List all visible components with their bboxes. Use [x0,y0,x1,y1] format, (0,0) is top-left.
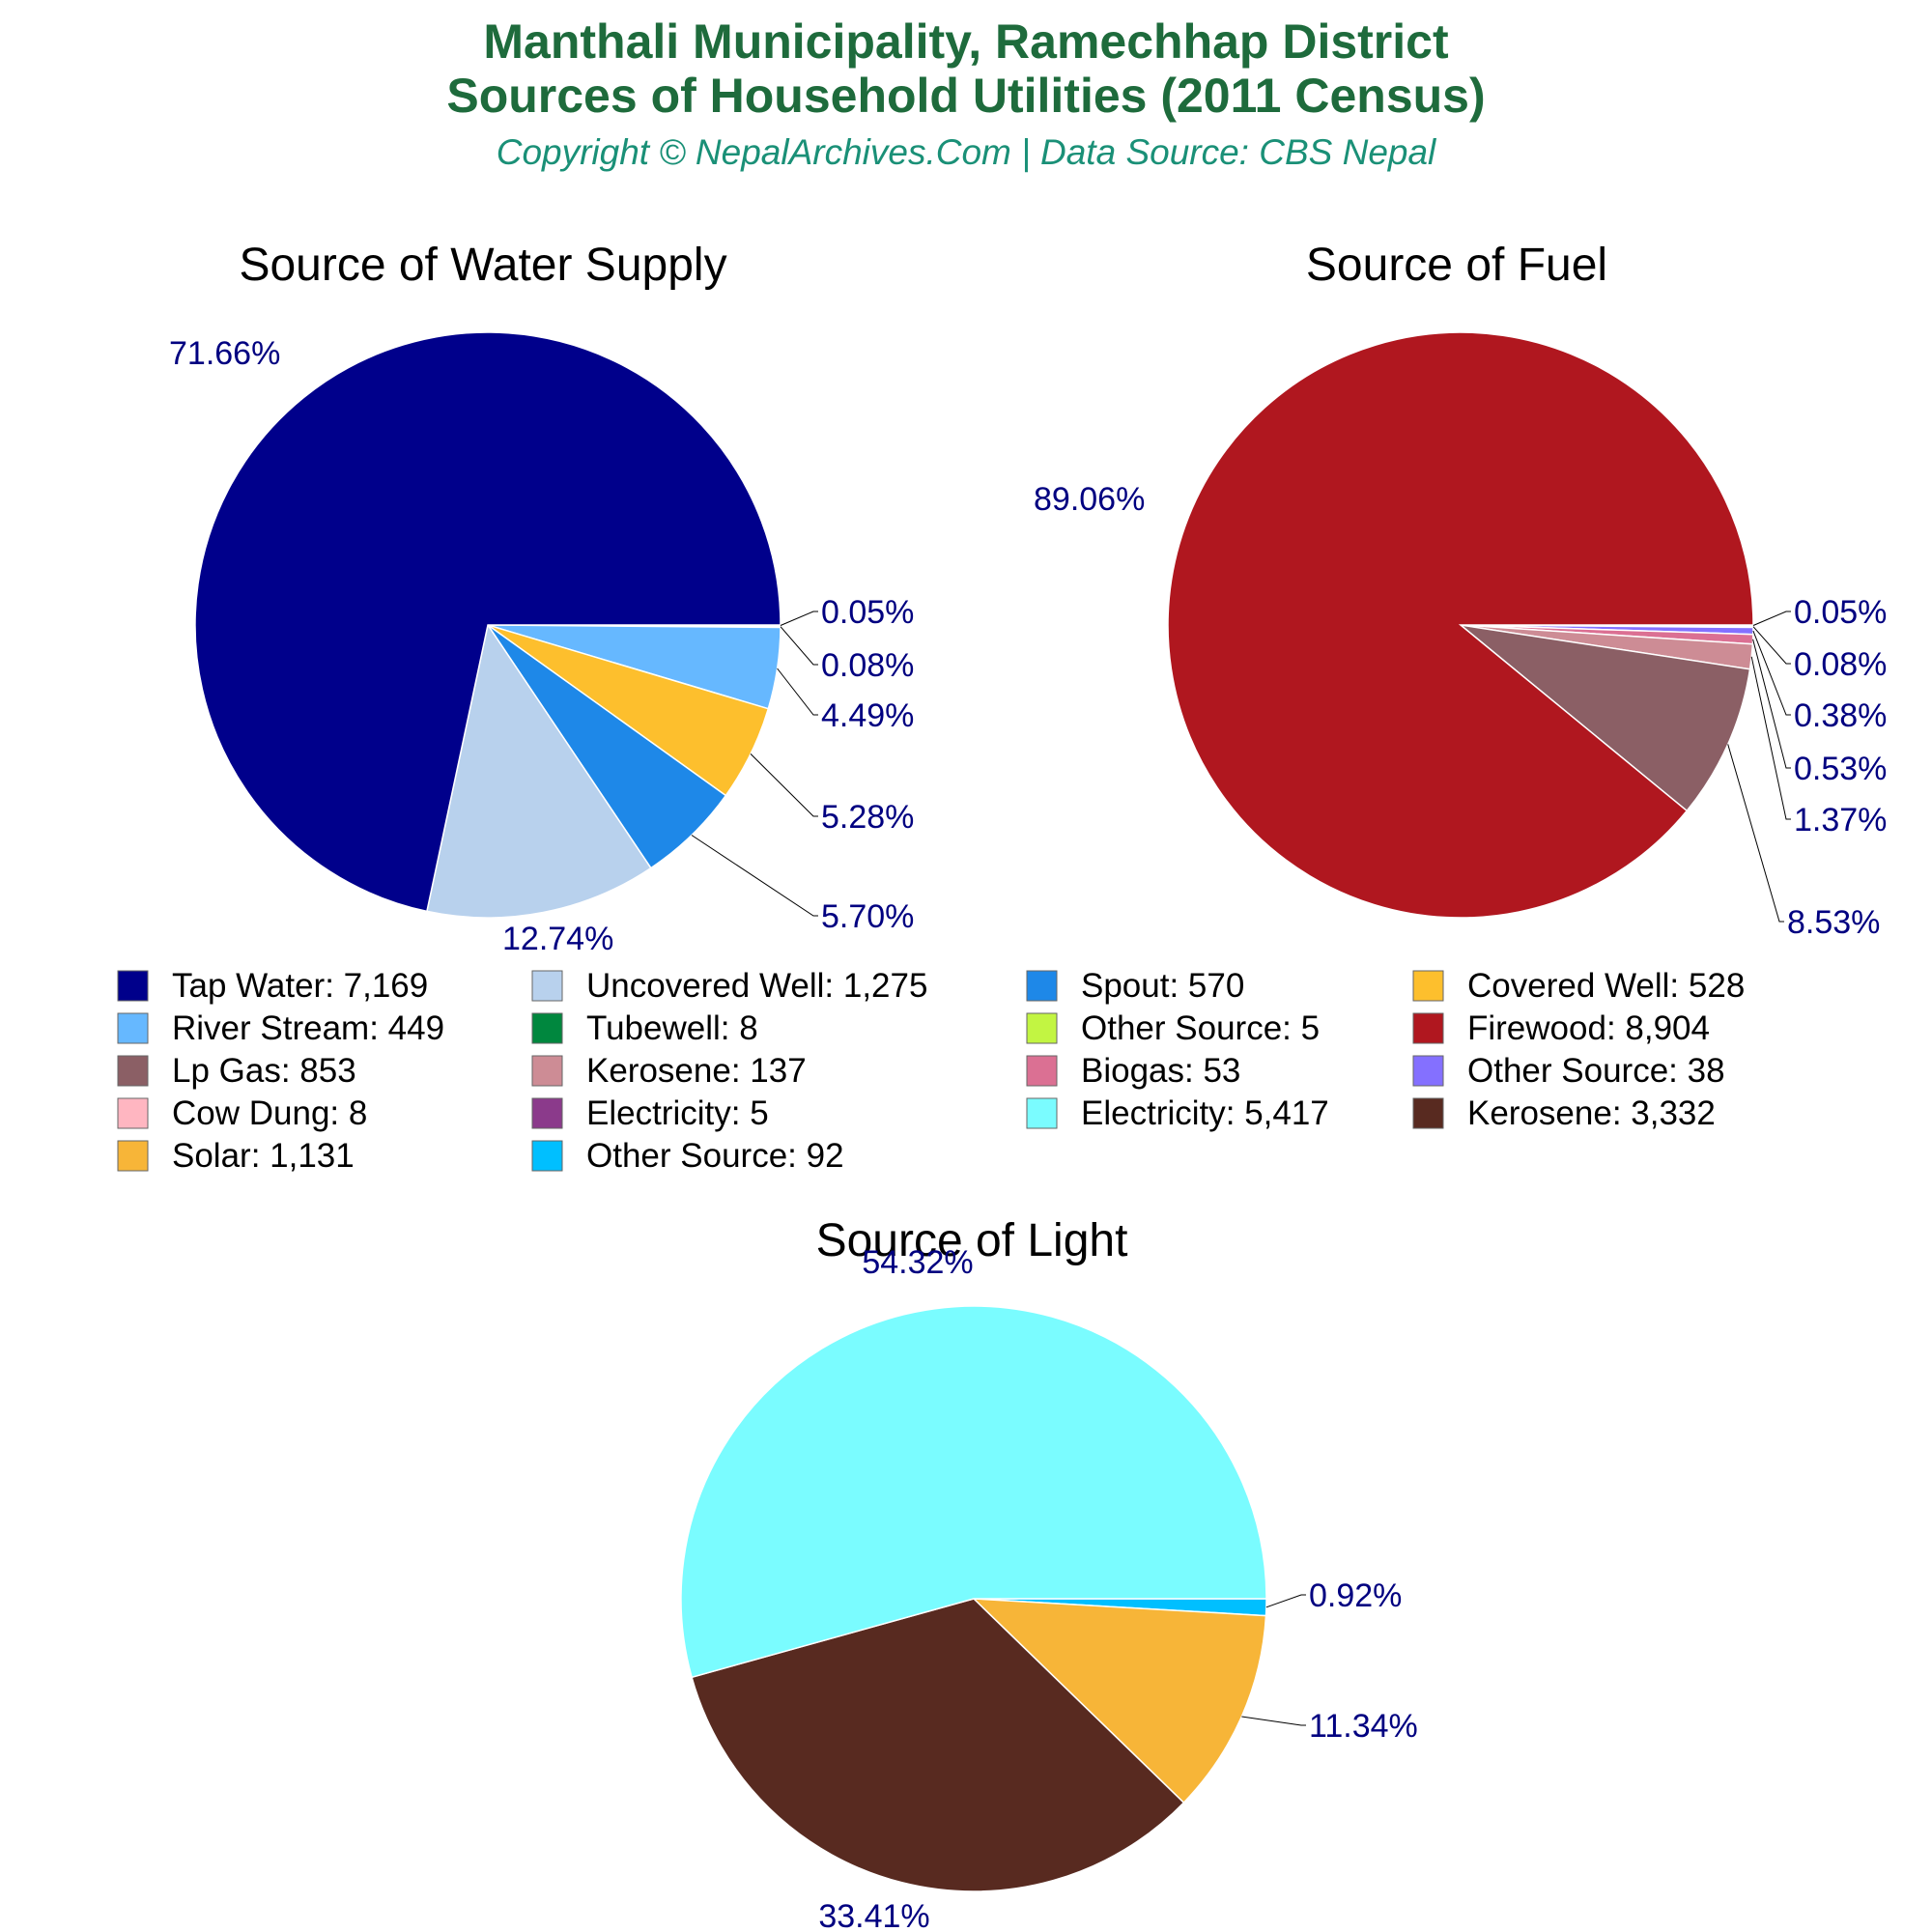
water-slice-uncovered-well [426,623,652,919]
legend-swatch-electricity [531,1097,563,1129]
legend-label-river-stream: River Stream: 449 [172,1009,444,1047]
legend-label-kerosene: Kerosene: 3,332 [1467,1094,1716,1132]
legend-label-other-source: Other Source: 38 [1467,1052,1725,1090]
water-pct-label-river-stream: 4.49% [821,697,914,734]
legend-swatch-kerosene [1412,1097,1444,1129]
light-slice-solar [972,1598,1267,1804]
fuel-pct-label-lp-gas: 8.53% [1787,904,1880,941]
water-pct-label-other-source: 0.05% [821,594,914,631]
legend-label-spout: Spout: 570 [1081,967,1244,1005]
fuel-leader-electricity [1752,611,1791,626]
water-leader-river-stream [777,668,818,716]
fuel-slice-firewood [1167,331,1754,919]
legend-label-lp-gas: Lp Gas: 853 [172,1052,356,1090]
water-pct-label-spout: 5.70% [821,898,914,935]
fuel-leader-cow-dung [1752,626,1791,665]
fuel-pie-title: Source of Fuel [1306,240,1607,291]
light-slice-kerosene [691,1598,1185,1892]
light-leader-solar [1241,1716,1306,1726]
pie-layer: 71.66% 12.74% 5.70% 5.28% 4.49% 0.08% 0.05% 89.… [169,331,1887,1932]
light-leader-other-source [1265,1594,1306,1608]
water-pct-label-uncovered-well: 12.74% [502,921,613,957]
light-pct-label-solar: 11.34% [1309,1708,1418,1745]
water-pct-label-tubewell: 0.08% [821,647,914,684]
chart-title-line1: Manthali Municipality, Ramechhap Distric… [483,14,1449,69]
fuel-pct-label-biogas: 0.53% [1794,751,1887,787]
legend-label-electricity: Electricity: 5 [586,1094,769,1132]
legend-label-firewood: Firewood: 8,904 [1467,1009,1710,1047]
legend-label-solar: Solar: 1,131 [172,1137,355,1175]
fuel-leader-kerosene [1750,656,1791,820]
light-slice-electricity [680,1305,1267,1679]
legend-label-cow-dung: Cow Dung: 8 [172,1094,367,1132]
legend-label-electricity: Electricity: 5,417 [1081,1094,1329,1132]
fuel-pct-label-firewood: 89.06% [1034,481,1145,518]
legend-swatch-cow-dung [117,1097,149,1129]
legend-label-tap-water: Tap Water: 7,169 [172,967,428,1005]
water-slice-tap-water [194,331,781,913]
legend-swatch-other-source [1412,1055,1444,1087]
legend-swatch-biogas [1026,1055,1058,1087]
legend-swatch-tap-water [117,970,149,1002]
fuel-leader-biogas [1752,639,1791,769]
light-pct-label-other-source: 0.92% [1309,1577,1402,1614]
light-pie-title: Source of Light [816,1215,1128,1266]
chart-title-line2: Sources of Household Utilities (2011 Cen… [446,69,1485,123]
light-pct-label-kerosene: 33.41% [818,1898,929,1932]
legend-label-covered-well: Covered Well: 528 [1467,967,1745,1005]
legend-label-tubewell: Tubewell: 8 [586,1009,758,1047]
legend-swatch-tubewell [531,1012,563,1044]
legend-swatch-solar [117,1140,149,1172]
fuel-pct-label-cow-dung: 0.08% [1794,646,1887,683]
legend-swatch-river-stream [117,1012,149,1044]
water-leader-spout [691,835,818,917]
fuel-leader-other-source [1752,630,1791,716]
legend-swatch-covered-well [1412,970,1444,1002]
legend-label-uncovered-well: Uncovered Well: 1,275 [586,967,927,1005]
fuel-leader-lp-gas [1727,744,1784,923]
fuel-pct-label-kerosene: 1.37% [1794,802,1887,838]
water-pct-label-tap-water: 71.66% [169,335,280,372]
water-leader-other-source [780,611,818,626]
water-pct-label-covered-well: 5.28% [821,799,914,836]
legend-label-other-source: Other Source: 5 [1081,1009,1320,1047]
chart-subtitle: Copyright © NepalArchives.Com | Data Sou… [497,132,1437,172]
legend-swatch-lp-gas [117,1055,149,1087]
legend-swatch-other-source [1026,1012,1058,1044]
legend-swatch-uncovered-well [531,970,563,1002]
legend-swatch-other-source [531,1140,563,1172]
legend-swatch-firewood [1412,1012,1444,1044]
fuel-pct-label-other-source: 0.38% [1794,697,1887,734]
legend-label-other-source: Other Source: 92 [586,1137,844,1175]
light-pct-label-electricity: 54.32% [862,1244,973,1281]
water-leader-covered-well [750,753,818,817]
fuel-pct-label-electricity: 0.05% [1794,594,1887,631]
legend: Tap Water: 7,169 Uncovered Well: 1,275 Spo… [117,967,1745,1175]
legend-swatch-spout [1026,970,1058,1002]
legend-swatch-electricity [1026,1097,1058,1129]
water-leader-tubewell [780,626,818,666]
legend-label-kerosene: Kerosene: 137 [586,1052,807,1090]
legend-label-biogas: Biogas: 53 [1081,1052,1240,1090]
legend-swatch-kerosene [531,1055,563,1087]
water-pie-title: Source of Water Supply [239,240,726,291]
